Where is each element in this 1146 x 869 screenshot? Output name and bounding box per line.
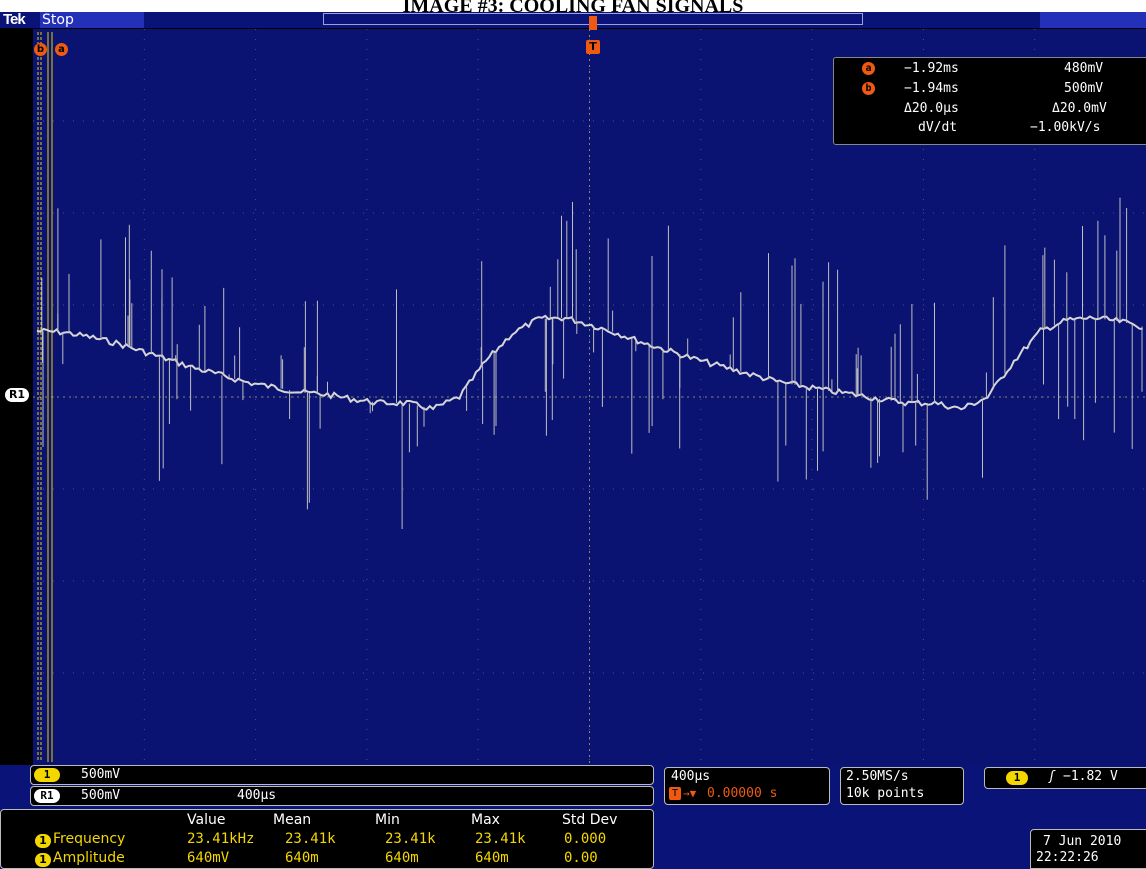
reference1-scale: 500mV [81, 788, 121, 803]
delta-time: Δ20.0μs [904, 101, 959, 116]
acquisition-panel[interactable]: 2.50MS/s 10k points [840, 767, 964, 805]
waveform-trace [36, 314, 1143, 411]
slope-value: −1.00kV/s [1030, 120, 1101, 135]
trigger-channel: 1 [1006, 771, 1028, 785]
row-value: 23.41kHz [187, 831, 255, 847]
timebase-scale: 400μs [671, 769, 711, 784]
measurement-table: Value Mean Min Max Std Dev 1 Frequency 2… [0, 809, 654, 869]
trigger-position-marker[interactable]: T [586, 40, 600, 54]
row-channel: 1 [35, 853, 51, 867]
slope-label: dV/dt [918, 120, 958, 135]
row-max: 640m [475, 850, 509, 866]
reference-level-marker[interactable]: R1 [5, 388, 29, 402]
channel1-label: 1 [34, 768, 60, 782]
row-min: 23.41k [385, 831, 436, 847]
cursor-b-marker[interactable]: b [34, 37, 47, 56]
row-std: 0.000 [564, 831, 607, 847]
reference1-label: R1 [34, 789, 60, 803]
trigger-position-icon [589, 16, 597, 30]
trigger-panel[interactable]: 1 ʃ −1.82 V [984, 767, 1146, 789]
row-channel: 1 [35, 834, 51, 848]
delta-value: Δ20.0mV [1052, 101, 1107, 116]
row-name: Frequency [53, 831, 126, 847]
cursor-a-marker[interactable]: a [55, 37, 68, 56]
cursor-a-time: −1.92ms [904, 61, 959, 76]
timebase-position: 0.00000 s [707, 786, 778, 801]
record-length: 10k points [846, 786, 925, 801]
row-name: Amplitude [53, 850, 125, 866]
reference1-settings[interactable]: R1 500mV 400μs [30, 786, 654, 806]
date: 7 Jun 2010 [1043, 834, 1122, 849]
channel1-settings[interactable]: 1 500mV [30, 765, 654, 785]
acquisition-state[interactable]: Stop [40, 12, 144, 28]
rising-edge-icon: ʃ [1048, 769, 1056, 784]
trigger-level: −1.82 V [1063, 769, 1118, 784]
cursor-a-icon: a [862, 62, 875, 75]
datetime-panel: 7 Jun 2010 22:22:26 [1030, 829, 1146, 869]
status-bar-right [1040, 12, 1146, 28]
sample-rate: 2.50MS/s [846, 769, 909, 784]
timebase-panel[interactable]: 400μs T →▼ 0.00000 s [664, 767, 830, 805]
row-mean: 23.41k [285, 831, 336, 847]
reference1-time: 400μs [237, 788, 277, 803]
row-value: 640mV [187, 850, 230, 866]
header-mean: Mean [273, 812, 312, 828]
time: 22:22:26 [1036, 850, 1099, 865]
cursor-a-label: a [55, 43, 68, 56]
header-min: Min [375, 812, 400, 828]
header-std-dev: Std Dev [562, 812, 618, 828]
header-value: Value [187, 812, 226, 828]
row-max: 23.41k [475, 831, 526, 847]
trigger-icon: T [669, 787, 681, 800]
page-title: IMAGE #3: COOLING FAN SIGNALS [0, 0, 1146, 12]
row-mean: 640m [285, 850, 319, 866]
cursor-b-icon: b [862, 82, 875, 95]
brand-logo: Tek [3, 11, 26, 28]
cursor-readout: a −1.92ms 480mV b −1.94ms 500mV Δ20.0μs … [833, 57, 1146, 145]
row-min: 640m [385, 850, 419, 866]
cursor-b-value: 500mV [1064, 81, 1104, 96]
row-std: 0.00 [564, 850, 598, 866]
cursor-b-label: b [34, 43, 47, 56]
cursor-b-time: −1.94ms [904, 81, 959, 96]
cursor-a-value: 480mV [1064, 61, 1104, 76]
header-max: Max [471, 812, 500, 828]
channel1-scale: 500mV [81, 767, 121, 782]
arrow-icon: →▼ [683, 787, 697, 800]
